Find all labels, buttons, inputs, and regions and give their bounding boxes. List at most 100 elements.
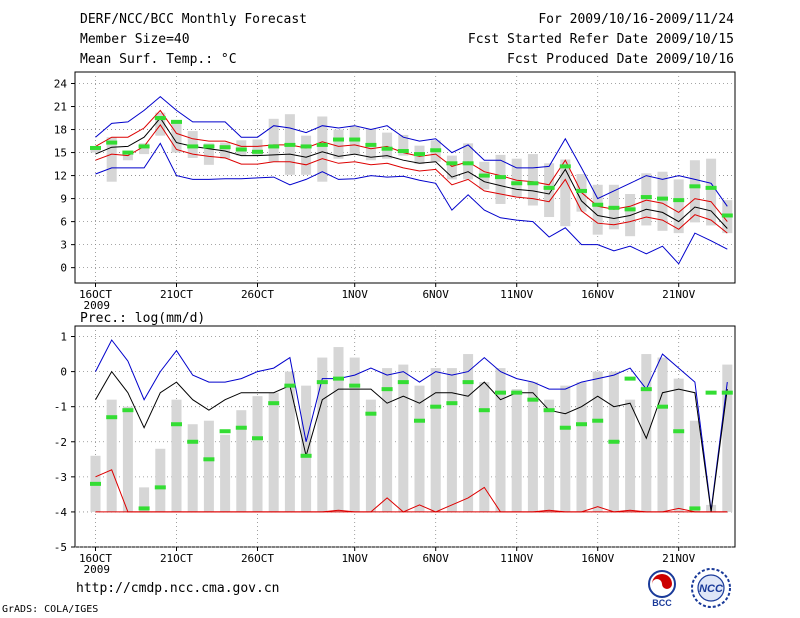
prec-spread-bar <box>722 364 733 512</box>
temp-ytick-label: 9 <box>60 193 67 206</box>
temp-spread-bar <box>689 160 700 223</box>
prec-observed-marker <box>397 380 409 385</box>
prec-observed-marker <box>430 404 442 409</box>
temp-observed-marker <box>381 146 393 151</box>
temp-xtick-label: 1NOV <box>341 288 368 301</box>
prec-spread-bar <box>382 368 393 512</box>
temp-observed-marker <box>106 140 118 145</box>
prec-ytick-label: -5 <box>54 541 67 554</box>
prec-spread-bar <box>479 382 490 512</box>
temp-observed-marker <box>397 149 409 154</box>
temp-observed-marker <box>576 188 587 193</box>
temp-line-lower-spread <box>95 124 728 234</box>
prec-spread-bar <box>673 378 684 512</box>
prec-observed-marker <box>527 397 539 402</box>
temp-ytick-label: 24 <box>54 78 68 91</box>
started-refer-date: Fcst Started Refer Date 2009/10/15 <box>467 32 734 47</box>
prec-spread-bar <box>301 385 312 512</box>
temp-observed-marker <box>527 181 539 186</box>
grads-credit: GrADS: COLA/IGES <box>2 604 99 615</box>
temp-observed-marker <box>268 144 280 149</box>
temp-observed-marker <box>219 145 231 150</box>
prec-spread-bar <box>446 368 457 512</box>
prec-line-ensemble-mean <box>95 370 728 512</box>
prec-xtick-year: 2009 <box>84 563 111 576</box>
prec-ytick-label: -4 <box>54 506 68 519</box>
prec-spread-bar <box>463 354 474 512</box>
prec-panel-title: Prec.: log(mm/d) <box>80 311 205 326</box>
prec-xtick-label: 11NOV <box>500 552 533 565</box>
temp-plot-frame <box>74 71 736 284</box>
temp-spread-bar <box>171 121 182 153</box>
prec-observed-marker <box>624 376 636 381</box>
prec-spread-bar <box>268 392 279 512</box>
temp-line-ensemble-min <box>95 142 728 265</box>
temp-ytick-label: 3 <box>60 239 67 252</box>
temp-observed-marker <box>349 137 361 142</box>
produced-date: Fcst Produced Date 2009/10/16 <box>507 52 734 67</box>
prec-spread-bar <box>576 382 587 512</box>
temp-ytick-label: 0 <box>60 262 67 275</box>
temp-observed-marker <box>154 116 166 121</box>
prec-observed-marker <box>171 422 182 427</box>
temp-observed-marker <box>511 181 523 186</box>
prec-observed-marker <box>511 390 523 395</box>
temp-observed-marker <box>462 161 474 166</box>
temp-xtick-label: 6NOV <box>422 288 449 301</box>
temp-spread-bar <box>592 184 603 235</box>
prec-xtick-label: 16OCT <box>79 552 112 565</box>
bcc-logo-swirl <box>652 574 672 589</box>
prec-observed-marker <box>576 422 587 427</box>
prec-ytick-label: 0 <box>60 366 67 379</box>
prec-spread-bar <box>398 364 409 512</box>
temp-observed-marker <box>721 213 733 218</box>
prec-observed-marker <box>219 429 231 434</box>
prec-observed-marker <box>203 457 215 462</box>
prec-observed-marker <box>187 439 199 444</box>
prec-observed-marker <box>478 408 490 413</box>
temp-observed-marker <box>430 148 442 153</box>
temp-observed-marker <box>316 142 328 147</box>
temp-observed-marker <box>608 205 620 210</box>
prec-xtick-label: 21OCT <box>160 552 193 565</box>
prec-observed-marker <box>495 390 506 395</box>
temp-observed-marker <box>203 144 215 149</box>
prec-ytick-label: -2 <box>54 436 67 449</box>
prec-spread-bar <box>106 399 117 512</box>
temp-spread-bar <box>657 171 668 231</box>
temp-spread-bar <box>560 159 571 227</box>
ncc-logo-globe <box>697 574 725 602</box>
temp-observed-marker <box>90 145 101 150</box>
prec-spread-bar <box>592 371 603 512</box>
temp-observed-marker <box>284 142 296 147</box>
temp-spread-bar <box>106 137 117 182</box>
prec-spread-bar <box>349 357 360 512</box>
prec-observed-marker <box>268 401 280 406</box>
prec-observed-marker <box>90 481 101 486</box>
bcc-logo: BCC <box>648 570 676 608</box>
temp-xtick-label: 16NOV <box>581 288 614 301</box>
prec-spread-bar <box>122 406 133 512</box>
temp-xtick-label: 16OCT <box>79 288 112 301</box>
prec-observed-marker <box>316 380 328 385</box>
prec-spread-bar <box>495 368 506 512</box>
temp-observed-marker <box>624 207 636 212</box>
prec-observed-marker <box>154 485 166 490</box>
prec-observed-marker <box>414 418 425 423</box>
temp-spread-bar <box>495 154 506 204</box>
temp-spread-bar <box>333 129 344 159</box>
source-url[interactable]: http://cmdp.ncc.cma.gov.cn <box>76 581 280 596</box>
prec-spread-bar <box>139 487 150 512</box>
prec-xtick-label: 21NOV <box>662 552 695 565</box>
prec-spread-bar <box>333 347 344 512</box>
temp-xtick-label: 11NOV <box>500 288 533 301</box>
prec-xtick-label: 1NOV <box>341 552 368 565</box>
prec-line-ensemble-max <box>95 339 728 511</box>
temp-observed-marker <box>495 175 506 180</box>
prec-observed-marker <box>689 506 701 511</box>
bcc-logo-text: BCC <box>652 598 672 608</box>
temp-observed-marker <box>187 144 199 149</box>
prec-observed-marker <box>673 429 685 434</box>
temp-observed-marker <box>235 147 247 152</box>
ncc-logo: NCC <box>691 568 731 608</box>
